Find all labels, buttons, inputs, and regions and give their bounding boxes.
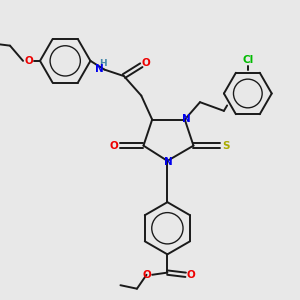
Text: N: N	[164, 157, 172, 167]
Text: N: N	[182, 114, 191, 124]
Text: O: O	[142, 270, 151, 280]
Text: O: O	[141, 58, 150, 68]
Text: Cl: Cl	[242, 56, 254, 65]
Text: O: O	[187, 270, 196, 280]
Text: S: S	[222, 141, 230, 151]
Text: O: O	[24, 56, 33, 66]
Text: O: O	[109, 141, 118, 151]
Text: H: H	[99, 59, 107, 68]
Text: N: N	[95, 64, 103, 74]
